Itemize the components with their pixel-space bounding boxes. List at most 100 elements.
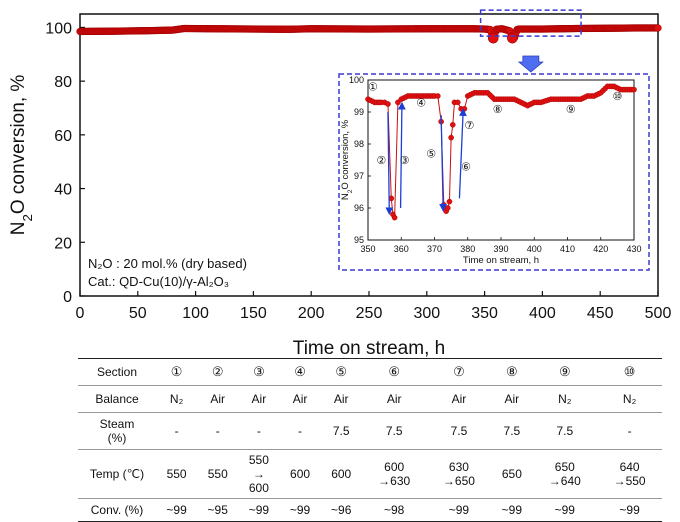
balance-cell: N₂ xyxy=(156,385,198,413)
inset-x-tick-label: 360 xyxy=(394,244,409,254)
catalyst-annotation: Cat.: QD-Cu(10)/γ-Al₂O₃ xyxy=(88,274,229,289)
y-tick-label: 80 xyxy=(54,74,72,91)
inset-y-tick-label: 98 xyxy=(354,139,364,149)
temp-line: 650 xyxy=(501,467,522,481)
section-label: ⑨ xyxy=(566,104,576,116)
data-point xyxy=(435,93,441,99)
temp-line: →630 xyxy=(378,474,411,488)
steam-cell: - xyxy=(197,412,239,450)
row-header-conversion: Conv. (%) xyxy=(78,498,156,522)
row-header-section: Section xyxy=(78,358,156,386)
section-8-header: ⑧ xyxy=(491,358,533,386)
y-tick-label: 0 xyxy=(63,289,72,306)
steam-cell: - xyxy=(238,412,280,450)
conversion-cell: ~99 xyxy=(597,498,662,522)
transition-arrow-icon xyxy=(385,111,394,216)
conversion-cell: ~99 xyxy=(238,498,280,522)
steam-cell: - xyxy=(156,412,198,450)
conversion-cell: ~98 xyxy=(361,498,427,522)
conversion-cell: ~99 xyxy=(426,498,492,522)
x-tick-label: 200 xyxy=(298,305,325,322)
x-tick-label: 0 xyxy=(76,305,85,322)
conversion-cell: ~99 xyxy=(491,498,533,522)
temp-line: →640 xyxy=(548,474,581,488)
section-label: ④ xyxy=(416,97,426,109)
inset-x-tick-label: 380 xyxy=(460,244,475,254)
y-tick-label: 40 xyxy=(54,182,72,199)
section-2-header: ② xyxy=(197,358,239,386)
balance-cell: Air xyxy=(491,385,533,413)
section-4-header: ④ xyxy=(279,358,321,386)
row-header-steam: Steam (%) xyxy=(78,412,156,450)
data-point xyxy=(461,106,468,112)
balance-cell: Air xyxy=(426,385,492,413)
temp-line: 600 xyxy=(290,467,311,481)
row-header-steam-line1: Steam xyxy=(99,417,135,431)
temp-cell: 550 → 600 xyxy=(238,449,280,499)
inset-x-tick-label: 410 xyxy=(560,244,575,254)
row-header-temp: Temp (℃) xyxy=(78,449,156,499)
transition-arrow-icon xyxy=(458,108,467,199)
data-point xyxy=(385,101,391,107)
inset-plot-frame xyxy=(367,79,635,241)
steam-cell: - xyxy=(279,412,321,450)
y-axis-label: N2O conversion, % xyxy=(8,75,35,236)
data-point xyxy=(391,214,398,221)
temp-line: 550 xyxy=(166,467,187,481)
section-label: ⑥ xyxy=(461,161,471,173)
section-label: ⑦ xyxy=(464,120,474,132)
row-header-steam-line2: (%) xyxy=(107,431,127,445)
data-point xyxy=(487,32,499,44)
table-row-steam: Steam (%) - - - - 7.5 7.5 7.5 7.5 7.5 - xyxy=(78,412,662,450)
section-1-header: ① xyxy=(156,358,198,386)
temp-cell: 600 →630 xyxy=(361,449,427,499)
inset-x-tick-label: 430 xyxy=(626,244,641,254)
temp-line: 650 xyxy=(554,460,575,474)
section-10-header: ⑩ xyxy=(597,358,662,386)
temp-cell: 650 xyxy=(491,449,533,499)
section-label: ⑩ xyxy=(612,91,622,103)
conversion-cell: ~99 xyxy=(156,498,198,522)
x-tick-label: 500 xyxy=(645,305,672,322)
temp-line: →550 xyxy=(613,474,646,488)
temp-cell: 630 →650 xyxy=(426,449,492,499)
table-row-balance: Balance N₂ Air Air Air Air Air Air Air N… xyxy=(78,385,662,413)
inset-x-axis-label: Time on stream, h xyxy=(463,255,539,266)
temp-cell: 650 →640 xyxy=(532,449,598,499)
inset-x-tick-label: 420 xyxy=(593,244,608,254)
x-tick-label: 300 xyxy=(413,305,440,322)
table-row-temp: Temp (℃) 550 550 550 → 600 600 600 600 →630… xyxy=(78,449,662,499)
steam-cell: 7.5 xyxy=(532,412,598,450)
x-tick-label: 350 xyxy=(471,305,498,322)
x-tick-label: 150 xyxy=(240,305,267,322)
temp-line: 630 xyxy=(448,460,469,474)
conversion-chart: 0 50 100 150 200 250 300 350 400 450 500 0 20 40 60 80 1… xyxy=(8,9,672,359)
temp-line: 550 xyxy=(248,453,269,467)
balance-cell: Air xyxy=(197,385,239,413)
inset-x-tick-label: 350 xyxy=(360,244,375,254)
steam-cell: 7.5 xyxy=(491,412,533,450)
x-tick-label: 250 xyxy=(356,305,383,322)
inset-series xyxy=(365,83,637,221)
reaction-conditions-table: Section ① ② ③ ④ ⑤ ⑥ ⑦ ⑧ ⑨ ⑩ Balance N₂ A… xyxy=(78,358,662,522)
section-5-header: ⑤ xyxy=(320,358,362,386)
data-point xyxy=(454,99,461,106)
main-series xyxy=(76,24,662,44)
steam-cell: 7.5 xyxy=(320,412,362,450)
balance-cell: Air xyxy=(279,385,321,413)
data-point xyxy=(654,24,662,32)
zoom-arrow-icon xyxy=(517,55,544,73)
steam-cell: 7.5 xyxy=(426,412,492,450)
inset-y-tick-label: 95 xyxy=(354,235,364,245)
temp-cell: 600 xyxy=(320,449,362,499)
inset-y-tick-label: 96 xyxy=(354,203,364,213)
inset-y-axis-label: N2O conversion, % xyxy=(340,119,354,200)
temp-line: → xyxy=(252,467,265,481)
row-header-balance: Balance xyxy=(78,385,156,413)
temp-line: →650 xyxy=(442,474,475,488)
conversion-cell: ~99 xyxy=(532,498,598,522)
y-tick-label: 20 xyxy=(54,235,72,252)
temp-line: 600 xyxy=(248,481,269,495)
steam-cell: - xyxy=(597,412,662,450)
section-label: ⑤ xyxy=(426,149,436,161)
